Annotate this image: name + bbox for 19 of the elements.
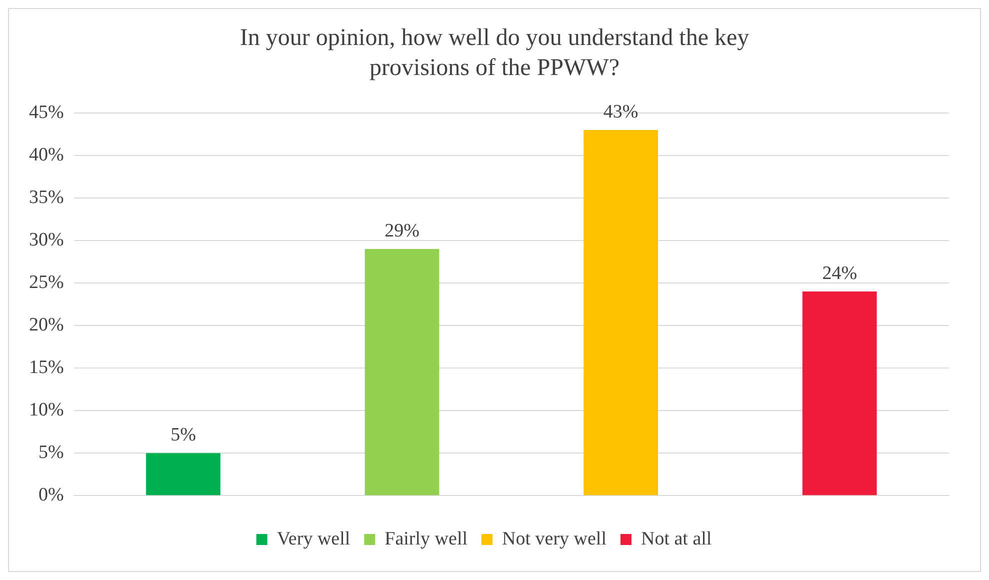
legend-label: Fairly well bbox=[384, 528, 468, 550]
y-tick-label: 30% bbox=[29, 230, 64, 251]
y-tick-label: 5% bbox=[38, 442, 64, 464]
y-tick-label: 20% bbox=[29, 314, 64, 336]
data-label: 5% bbox=[170, 424, 196, 446]
y-tick-label: 15% bbox=[29, 357, 64, 378]
legend-label: Not at all bbox=[640, 528, 712, 550]
y-tick-label: 45% bbox=[29, 102, 64, 123]
y-tick-label: 10% bbox=[29, 400, 64, 421]
chart-title: In your opinion, how well do you understand the key provisions of the PPWW? bbox=[238, 24, 750, 83]
y-tick-label: 35% bbox=[29, 187, 64, 208]
y-tick-label: 25% bbox=[29, 272, 64, 294]
y-tick-label: 0% bbox=[38, 484, 64, 506]
legend-label: Not very well bbox=[502, 528, 606, 550]
data-label: 43% bbox=[603, 101, 638, 122]
data-label: 24% bbox=[822, 263, 858, 284]
legend-label: Very well bbox=[276, 528, 350, 550]
data-label: 29% bbox=[384, 220, 420, 242]
y-tick-label: 40% bbox=[29, 144, 64, 166]
